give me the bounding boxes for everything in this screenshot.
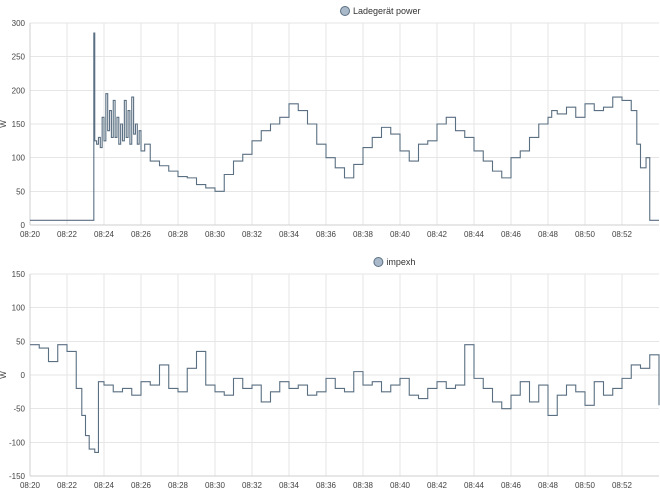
- x-tick-label: 08:40: [390, 481, 411, 490]
- x-tick-label: 08:30: [205, 481, 226, 490]
- legend-label: Ladegerät power: [353, 6, 421, 16]
- x-tick-label: 08:52: [612, 481, 633, 490]
- x-tick-label: 08:50: [575, 481, 596, 490]
- legend-marker: [340, 6, 350, 16]
- y-tick-label: 100: [12, 154, 26, 163]
- y-axis-title: W: [0, 371, 8, 379]
- x-tick-label: 08:48: [538, 481, 559, 490]
- x-tick-label: 08:24: [94, 481, 115, 490]
- x-tick-label: 08:26: [131, 481, 152, 490]
- x-tick-label: 08:50: [575, 230, 596, 239]
- x-tick-label: 08:40: [390, 230, 411, 239]
- x-tick-label: 08:24: [94, 230, 115, 239]
- y-axis-title: W: [0, 120, 8, 128]
- x-tick-label: 08:38: [353, 230, 374, 239]
- series-line[interactable]: [30, 32, 659, 221]
- y-tick-label: -150: [9, 472, 26, 481]
- x-tick-label: 08:38: [353, 481, 374, 490]
- x-tick-label: 08:34: [279, 481, 300, 490]
- x-tick-label: 08:20: [20, 230, 41, 239]
- legend[interactable]: Ladegerät power: [340, 6, 421, 16]
- x-tick-label: 08:42: [427, 230, 448, 239]
- y-tick-label: -50: [13, 405, 25, 414]
- legend-marker: [373, 257, 384, 267]
- x-tick-label: 08:34: [279, 230, 300, 239]
- y-tick-label: 150: [12, 270, 26, 279]
- x-tick-label: 08:22: [57, 481, 78, 490]
- x-tick-label: 08:30: [205, 230, 226, 239]
- y-tick-label: 0: [21, 371, 26, 380]
- x-tick-label: 08:28: [168, 230, 189, 239]
- y-tick-label: -100: [9, 438, 26, 447]
- y-tick-label: 0: [21, 221, 26, 230]
- x-tick-label: 08:42: [427, 481, 448, 490]
- x-tick-label: 08:46: [501, 481, 522, 490]
- x-tick-label: 08:32: [242, 481, 263, 490]
- y-tick-label: 100: [12, 304, 26, 313]
- x-tick-label: 08:36: [316, 230, 337, 239]
- x-tick-label: 08:44: [464, 230, 485, 239]
- y-tick-label: 300: [12, 19, 26, 28]
- x-tick-label: 08:52: [612, 230, 633, 239]
- chart-ladegeraet-power: Ladegerät power 0 50 100 150 200 250 300 08:20 08…: [0, 6, 659, 239]
- legend-label: impexh: [386, 257, 415, 267]
- x-tick-label: 08:26: [131, 230, 152, 239]
- x-tick-label: 08:44: [464, 481, 485, 490]
- y-tick-label: 200: [12, 86, 26, 95]
- x-tick-label: 08:32: [242, 230, 263, 239]
- x-tick-label: 08:46: [501, 230, 522, 239]
- x-tick-label: 08:48: [538, 230, 559, 239]
- x-tick-label: 08:36: [316, 481, 337, 490]
- legend[interactable]: impexh: [373, 257, 416, 267]
- y-tick-label: 150: [12, 120, 26, 129]
- series-line[interactable]: [30, 344, 660, 453]
- x-tick-label: 08:28: [168, 481, 189, 490]
- x-tick-label: 08:20: [20, 481, 41, 490]
- x-tick-label: 08:22: [57, 230, 78, 239]
- y-tick-label: 50: [16, 187, 25, 196]
- y-tick-label: 250: [12, 53, 26, 62]
- y-tick-label: 50: [16, 337, 25, 346]
- chart-impexh: impexh -150 -100 -50 0 50 100 150 08:20 08:22 08:2…: [0, 257, 660, 490]
